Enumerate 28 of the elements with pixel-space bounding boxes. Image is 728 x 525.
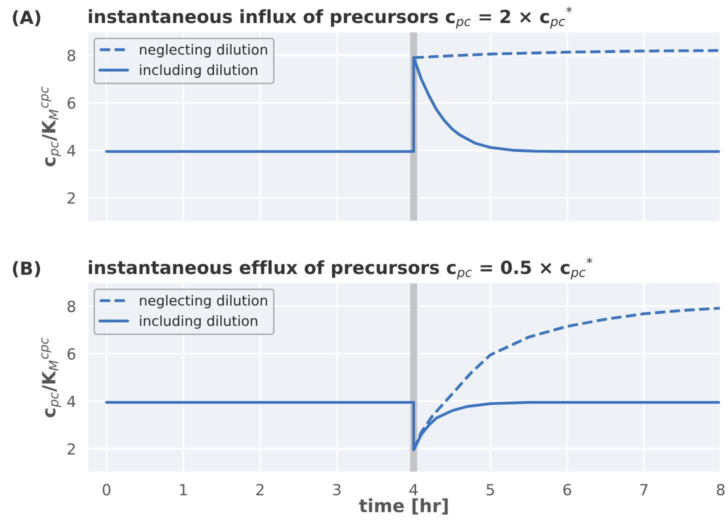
x-tick-label: 0: [102, 484, 110, 496]
legend-label: neglecting dilution: [140, 294, 268, 308]
chart-title: instantaneous influx of precursors c$_{pc}$ = 2 × c$_{pc}$$^{*}$: [88, 6, 572, 29]
x-axis-title: time [hr]: [359, 498, 448, 514]
legend-label: including dilution: [140, 315, 258, 329]
legend-label: including dilution: [140, 64, 258, 78]
legend-label: neglecting dilution: [140, 44, 268, 58]
y-tick-label: 2: [68, 192, 75, 204]
chart-title: instantaneous efflux of precursors c$_{pc}$ = 0.5 × c$_{pc}$$^{*}$: [88, 258, 592, 280]
y-axis-title: c$_{pc}$/K$_{M}$$^{cpc}$: [41, 86, 61, 166]
text: (B): [12, 261, 40, 278]
x-tick-label: 4: [410, 484, 418, 496]
y-axis-title: c$_{pc}$/K$_{M}$$^{cpc}$: [41, 338, 61, 418]
y-tick-label: 8: [68, 50, 76, 62]
x-tick-label: 3: [333, 484, 340, 496]
y-tick-label: 2: [68, 443, 75, 455]
x-tick-label: 8: [716, 484, 725, 496]
x-tick-label: 6: [563, 484, 572, 496]
y-tick-label: 6: [68, 97, 76, 109]
x-tick-label: 5: [486, 484, 494, 496]
y-tick-label: 6: [68, 348, 76, 360]
text: (A): [12, 10, 40, 26]
x-tick-label: 2: [256, 484, 264, 496]
y-tick-label: 8: [68, 300, 76, 312]
y-tick-label: 4: [67, 144, 76, 156]
x-tick-label: 1: [180, 484, 187, 496]
y-tick-label: 4: [67, 396, 76, 408]
x-tick-label: 7: [640, 484, 648, 496]
